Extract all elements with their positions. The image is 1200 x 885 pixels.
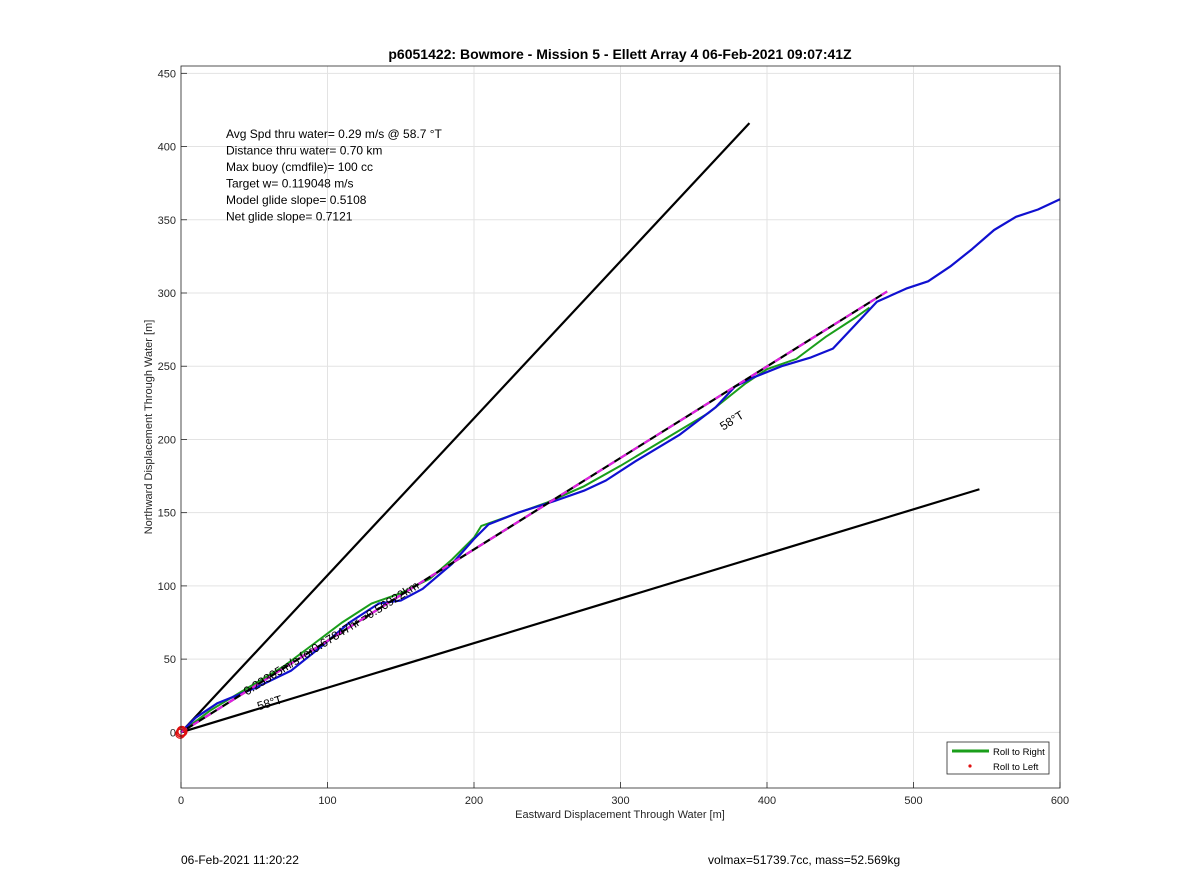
y-tick-label: 400 bbox=[158, 142, 176, 154]
y-axis-label: Northward Displacement Through Water [m] bbox=[143, 320, 155, 535]
plot-border bbox=[180, 65, 1061, 789]
x-tick-label: 500 bbox=[904, 795, 922, 807]
footer-timestamp: 06-Feb-2021 11:20:22 bbox=[181, 853, 299, 867]
y-tick-label: 150 bbox=[158, 508, 176, 520]
legend-box bbox=[946, 741, 1050, 775]
info-text-block: Avg Spd thru water= 0.29 m/s @ 58.7 °T Di… bbox=[226, 127, 443, 224]
legend-label-roll-left: Roll to Left bbox=[993, 762, 1039, 773]
info-line: Net glide slope= 0.7121 bbox=[226, 210, 353, 224]
info-line: Target w= 0.119048 m/s bbox=[226, 177, 354, 191]
line-layer bbox=[180, 122, 1061, 734]
x-tick-label: 400 bbox=[758, 795, 776, 807]
legend: Roll to Right Roll to Left bbox=[946, 741, 1050, 775]
reference-line-1 bbox=[180, 488, 980, 734]
legend-label-roll-right: Roll to Right bbox=[993, 747, 1045, 758]
series-track bbox=[180, 198, 1061, 734]
reference-line-0 bbox=[180, 122, 751, 734]
footer-vehicle-info: volmax=51739.7cc, mass=52.569kg bbox=[708, 853, 901, 867]
legend-swatch-roll-left bbox=[968, 764, 972, 768]
x-tick-label: 300 bbox=[611, 795, 629, 807]
info-line: Max buoy (cmdfile)= 100 cc bbox=[226, 160, 373, 174]
x-tick-label: 600 bbox=[1051, 795, 1069, 807]
tick-label-layer: 0 100 200 300 400 500 600 0 50 100 150 200 250 300 350… bbox=[158, 68, 1070, 807]
chart-title: p6051422: Bowmore - Mission 5 - Ellett A… bbox=[388, 46, 852, 62]
info-line: Avg Spd thru water= 0.29 m/s @ 58.7 °T bbox=[226, 127, 443, 141]
y-tick-label: 0 bbox=[170, 727, 176, 739]
y-tick-label: 50 bbox=[164, 654, 176, 666]
info-line: Distance thru water= 0.70 km bbox=[226, 144, 382, 158]
y-tick-label: 200 bbox=[158, 434, 176, 446]
x-tick-label: 200 bbox=[465, 795, 483, 807]
y-tick-label: 450 bbox=[158, 68, 176, 80]
grid-layer bbox=[180, 66, 1061, 788]
x-axis-label: Eastward Displacement Through Water [m] bbox=[515, 809, 725, 821]
series-mean-track-base bbox=[180, 290, 888, 734]
y-tick-label: 250 bbox=[158, 361, 176, 373]
x-tick-label: 0 bbox=[178, 795, 184, 807]
info-line: Model glide slope= 0.5108 bbox=[226, 193, 367, 207]
y-tick-label: 300 bbox=[158, 288, 176, 300]
x-tick-label: 100 bbox=[318, 795, 336, 807]
y-tick-label: 350 bbox=[158, 215, 176, 227]
y-tick-label: 100 bbox=[158, 581, 176, 593]
